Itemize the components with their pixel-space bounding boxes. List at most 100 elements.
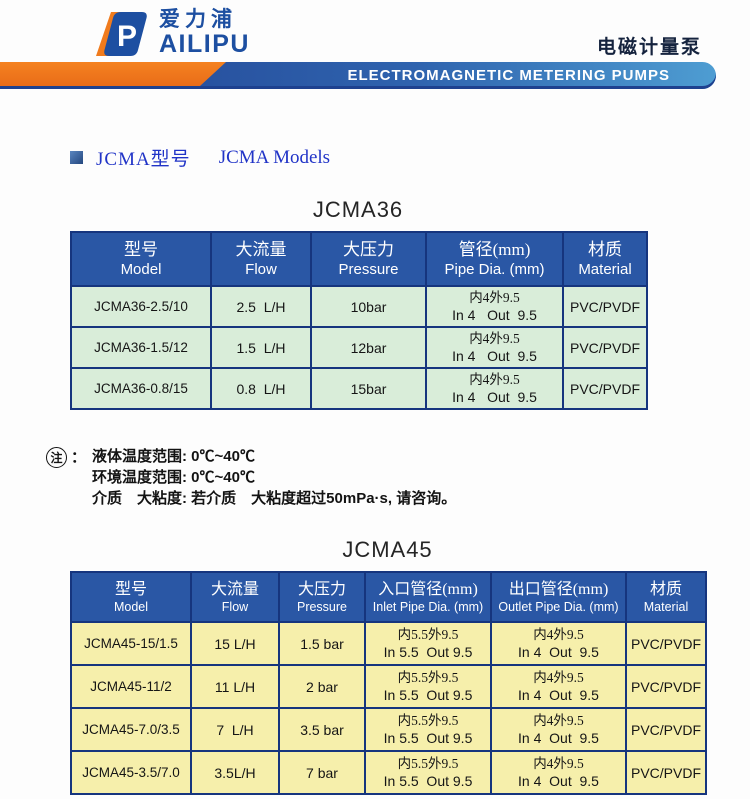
banner-orange-stripe: [0, 62, 226, 86]
outlet-pipe-cn: 内4外9.5: [533, 626, 584, 642]
pipe-dia-cn: 内4外9.5: [469, 371, 520, 387]
table-row: JCMA36-1.5/12 1.5 L/H 12bar 内4外9.5 In 4 O…: [70, 326, 648, 369]
section-heading: JCMA型号 JCMA Models: [70, 144, 330, 171]
logo-text: 爱力浦 AILIPU: [159, 8, 250, 59]
inlet-pipe-cn: 内5.5外9.5: [397, 669, 459, 685]
note-line: 环境温度范围: 0℃~40℃: [92, 469, 255, 486]
jcma36-title: JCMA36: [312, 197, 404, 222]
note-lines: 液体温度范围: 0℃~40℃ 环境温度范围: 0℃~40℃ 介质 大粘度: 若介…: [92, 446, 456, 509]
column-header-material-en: Material: [578, 260, 632, 278]
column-header-pressure-cn: 大压力: [343, 240, 394, 260]
pipe-dia-en: In 4 Out 9.5: [452, 306, 537, 323]
column-header-pressure-cn: 大压力: [297, 580, 346, 598]
pipe-dia-en: In 4 Out 9.5: [452, 347, 537, 364]
cell-material: PVC/PVDF: [625, 664, 707, 709]
jcma36-table: 型号 Model 大流量 Flow 大压力 Pressure 管径(mm) Pipe D…: [70, 231, 648, 410]
cell-flow: 15 L/H: [190, 621, 280, 666]
jcma36-header-row: 型号 Model 大流量 Flow 大压力 Pressure 管径(mm) Pipe D…: [70, 231, 648, 287]
cell-pressure: 3.5 bar: [278, 707, 366, 752]
cell-pressure: 2 bar: [278, 664, 366, 709]
cell-outlet-pipe: 内4外9.5 In 4 Out 9.5: [490, 750, 627, 795]
cell-material: PVC/PVDF: [625, 621, 707, 666]
pipe-dia-en: In 4 Out 9.5: [452, 388, 537, 405]
note-colon: ：: [71, 449, 87, 466]
column-header-material-cn: 材质: [588, 240, 622, 260]
outlet-pipe-en: In 4 Out 9.5: [518, 643, 599, 660]
cell-inlet-pipe: 内5.5外9.5 In 5.5 Out 9.5: [364, 664, 492, 709]
cell-flow: 2.5 L/H: [210, 285, 312, 328]
column-header-model: 型号 Model: [70, 571, 192, 623]
table-row: JCMA36-0.8/15 0.8 L/H 15bar 内4外9.5 In 4 O…: [70, 367, 648, 410]
cell-pressure: 12bar: [310, 326, 427, 369]
ailipu-logo-icon: P: [96, 12, 147, 57]
column-header-material-en: Material: [643, 599, 689, 614]
cell-pressure: 1.5 bar: [278, 621, 366, 666]
cell-flow: 1.5 L/H: [210, 326, 312, 369]
cell-pressure: 7 bar: [278, 750, 366, 795]
outlet-pipe-en: In 4 Out 9.5: [518, 686, 599, 703]
column-header-pipe-dia-en: Pipe Dia. (mm): [444, 260, 545, 278]
cell-outlet-pipe: 内4外9.5 In 4 Out 9.5: [490, 707, 627, 752]
column-header-flow-en: Flow: [245, 260, 277, 278]
outlet-pipe-cn: 内4外9.5: [533, 712, 584, 728]
column-header-inlet-pipe-en: Inlet Pipe Dia. (mm): [372, 599, 484, 614]
column-header-outlet-pipe-cn: 出口管径(mm): [508, 580, 609, 598]
pipe-dia-cn: 内4外9.5: [469, 289, 520, 305]
inlet-pipe-en: In 5.5 Out 9.5: [383, 772, 473, 789]
column-header-inlet-pipe-cn: 入口管径(mm): [378, 580, 478, 598]
logo-name-cn: 爱力浦: [159, 8, 237, 31]
pipe-dia-cn: 内4外9.5: [469, 330, 520, 346]
cell-model: JCMA36-2.5/10: [70, 285, 212, 328]
outlet-pipe-en: In 4 Out 9.5: [518, 729, 599, 746]
column-header-model-en: Model: [120, 260, 162, 278]
inlet-pipe-en: In 5.5 Out 9.5: [383, 729, 473, 746]
cell-outlet-pipe: 内4外9.5 In 4 Out 9.5: [490, 621, 627, 666]
inlet-pipe-cn: 内5.5外9.5: [397, 626, 459, 642]
cell-model: JCMA45-11/2: [70, 664, 192, 709]
logo-name-en: AILIPU: [159, 30, 250, 59]
cell-material: PVC/PVDF: [625, 750, 707, 795]
column-header-material: 材质 Material: [625, 571, 707, 623]
table-row: JCMA45-3.5/7.0 3.5L/H 7 bar 内5.5外9.5 In 5…: [70, 750, 707, 795]
table-row: JCMA45-11/2 11 L/H 2 bar 内5.5外9.5 In 5.5 …: [70, 664, 707, 709]
column-header-pressure-en: Pressure: [338, 260, 399, 278]
column-header-model-en: Model: [113, 599, 149, 614]
note-mark-icon: 注: [46, 447, 67, 468]
cell-model: JCMA45-7.0/3.5: [70, 707, 192, 752]
cell-pipe-dia: 内4外9.5 In 4 Out 9.5: [425, 326, 564, 369]
cell-material: PVC/PVDF: [562, 285, 648, 328]
cell-model: JCMA36-1.5/12: [70, 326, 212, 369]
table-row: JCMA36-2.5/10 2.5 L/H 10bar 内4外9.5 In 4 O…: [70, 285, 648, 328]
column-header-flow: 大流量 Flow: [210, 231, 312, 287]
column-header-pipe-dia: 管径(mm) Pipe Dia. (mm): [425, 231, 564, 287]
cell-model: JCMA36-0.8/15: [70, 367, 212, 410]
cell-flow: 7 L/H: [190, 707, 280, 752]
column-header-model-cn: 型号: [124, 240, 158, 260]
jcma45-header-row: 型号 Model 大流量 Flow 大压力 Pressure 入口管径(mm) Inle…: [70, 571, 707, 623]
column-header-model: 型号 Model: [70, 231, 212, 287]
footnote: 注 ： 液体温度范围: 0℃~40℃ 环境温度范围: 0℃~40℃ 介质 大粘度…: [46, 446, 456, 509]
brand-logo: P 爱力浦 AILIPU: [86, 8, 250, 59]
section-title-en: JCMA Models: [218, 146, 331, 168]
column-header-pressure-en: Pressure: [296, 599, 348, 614]
inlet-pipe-en: In 5.5 Out 9.5: [383, 686, 473, 703]
column-header-outlet-pipe: 出口管径(mm) Outlet Pipe Dia. (mm): [490, 571, 627, 623]
column-header-pipe-dia-cn: 管径(mm): [458, 240, 531, 260]
column-header-material: 材质 Material: [562, 231, 648, 287]
column-header-flow-cn: 大流量: [210, 580, 259, 598]
banner-underline: [0, 86, 230, 89]
inlet-pipe-cn: 内5.5外9.5: [397, 712, 459, 728]
outlet-pipe-cn: 内4外9.5: [533, 669, 584, 685]
svg-text:P: P: [117, 20, 137, 53]
cell-inlet-pipe: 内5.5外9.5 In 5.5 Out 9.5: [364, 707, 492, 752]
inlet-pipe-cn: 内5.5外9.5: [397, 755, 459, 771]
cell-pipe-dia: 内4外9.5 In 4 Out 9.5: [425, 367, 564, 410]
inlet-pipe-en: In 5.5 Out 9.5: [383, 643, 473, 660]
column-header-flow: 大流量 Flow: [190, 571, 280, 623]
square-bullet-icon: [70, 151, 83, 164]
header-banner: ELECTROMAGNETIC METERING PUMPS: [0, 62, 716, 89]
cell-inlet-pipe: 内5.5外9.5 In 5.5 Out 9.5: [364, 750, 492, 795]
banner-title: ELECTROMAGNETIC METERING PUMPS: [347, 67, 670, 84]
column-header-flow-en: Flow: [221, 599, 249, 614]
